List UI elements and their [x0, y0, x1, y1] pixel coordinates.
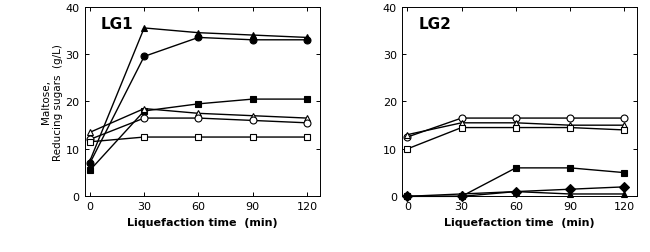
X-axis label: Liquefaction time  (min): Liquefaction time (min) [444, 217, 595, 227]
X-axis label: Liquefaction time  (min): Liquefaction time (min) [127, 217, 278, 227]
Text: LG2: LG2 [419, 17, 451, 32]
Y-axis label: Maltose,
Reducing sugars  (g/L): Maltose, Reducing sugars (g/L) [41, 44, 63, 160]
Text: LG1: LG1 [101, 17, 134, 32]
